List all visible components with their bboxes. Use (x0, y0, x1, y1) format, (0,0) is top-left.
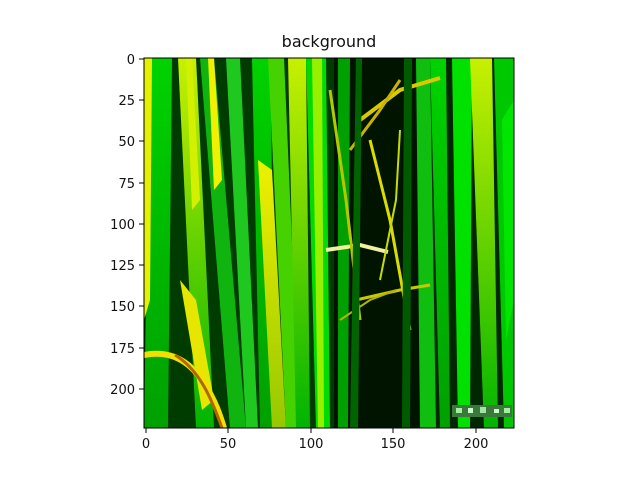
x-tick-label: 200 (464, 437, 489, 452)
x-tick-label: 50 (220, 437, 237, 452)
rice-plant-image (144, 58, 514, 428)
y-tick-label: 175 (110, 342, 135, 357)
x-tick-label: 0 (142, 437, 150, 452)
figure-title: background (281, 32, 377, 51)
axes-frame (143, 57, 515, 429)
x-axis: 0 50 100 150 200 (142, 428, 489, 452)
x-tick-label: 150 (381, 437, 406, 452)
y-tick-label: 0 (127, 53, 135, 68)
y-axis: 0 25 50 75 100 125 150 175 200 (110, 53, 144, 398)
y-tick-label: 50 (118, 135, 135, 150)
x-tick-label: 100 (299, 437, 324, 452)
y-tick-label: 125 (110, 259, 135, 274)
y-tick-label: 75 (118, 177, 135, 192)
y-tick-label: 200 (110, 383, 135, 398)
y-tick-label: 150 (110, 300, 135, 315)
y-tick-label: 25 (118, 94, 135, 109)
y-tick-label: 100 (110, 218, 135, 233)
